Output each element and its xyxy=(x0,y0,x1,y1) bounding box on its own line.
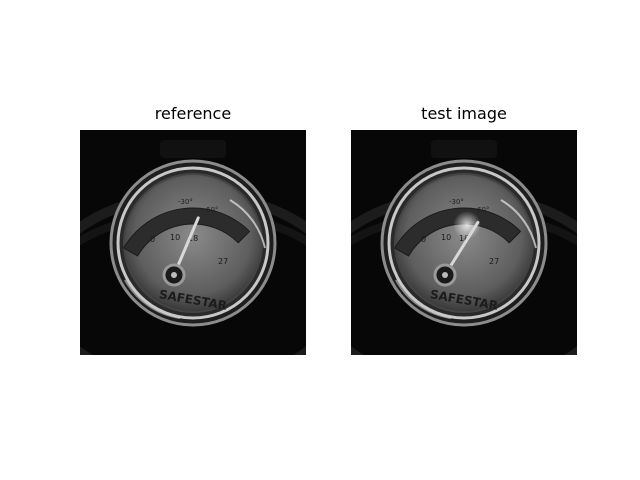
scale-label: 10 xyxy=(170,233,180,242)
scale-label: 27 xyxy=(218,257,228,266)
arc-label: 60° xyxy=(477,206,489,214)
scale-label: 0 xyxy=(421,235,426,244)
scale-label: 18 xyxy=(188,234,198,243)
scale-label: 0 xyxy=(150,235,155,244)
panel-title-test-image: test image xyxy=(421,104,507,123)
panel-title-reference: reference xyxy=(154,104,232,123)
arc-label: -30° xyxy=(449,198,464,206)
arc-label: -30° xyxy=(178,198,193,206)
scale-label: 27 xyxy=(489,257,499,266)
scale-label: 10 xyxy=(441,233,451,242)
arc-label: 60° xyxy=(206,206,218,214)
reference-image: -30° 60° 0 10 18 27 SAFESTAR xyxy=(80,130,306,355)
